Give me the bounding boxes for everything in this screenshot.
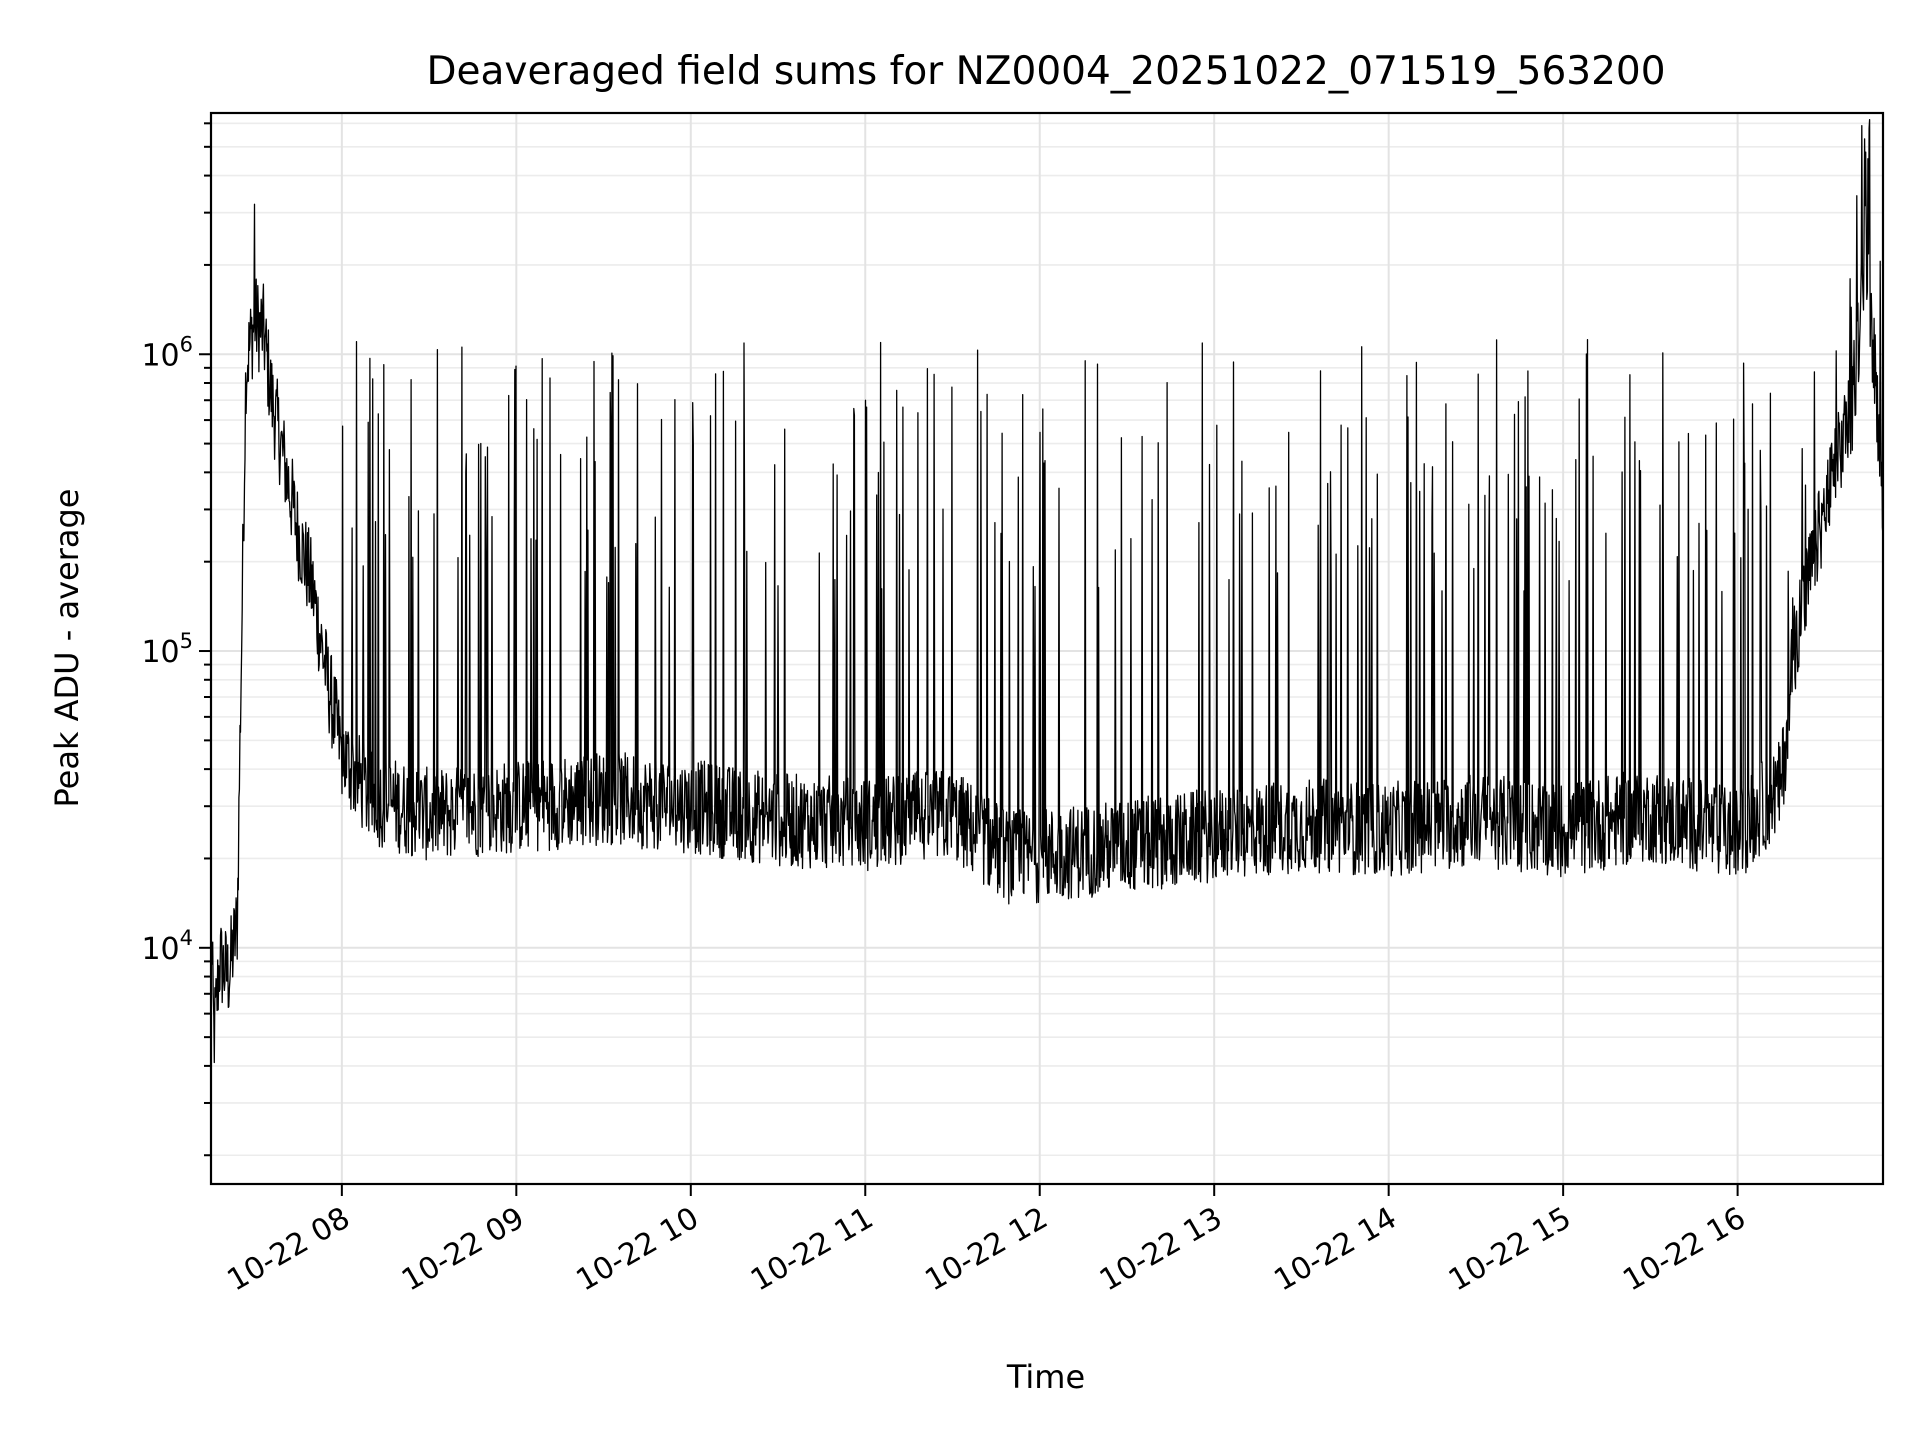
x-tick-label: 10-22 13 (1094, 1201, 1228, 1299)
x-tick-label: 10-22 09 (396, 1201, 530, 1299)
plot-frame (209, 111, 1885, 1186)
grid (211, 113, 1883, 1184)
x-tick-label: 10-22 15 (1443, 1201, 1577, 1299)
x-tick-label: 10-22 10 (570, 1201, 704, 1299)
y-tick-label: 104 (141, 926, 193, 967)
y-axis: 104 105 106 (141, 122, 211, 1157)
chart-title: Deaveraged field sums for NZ0004_2025102… (426, 49, 1665, 94)
y-axis-label: Peak ADU - average (48, 489, 86, 808)
x-tick-label: 10-22 11 (745, 1201, 879, 1299)
x-axis: 10-22 08 10-22 09 10-22 10 10-22 11 10-22 12… (222, 1184, 1752, 1298)
x-tick-label: 10-22 14 (1268, 1201, 1402, 1299)
series-line (210, 118, 1884, 1064)
x-tick-label: 10-22 08 (222, 1201, 356, 1299)
y-tick-label: 106 (141, 332, 193, 373)
x-tick-label: 10-22 12 (919, 1201, 1053, 1299)
y-tick-label: 105 (141, 629, 193, 670)
series-layer (210, 118, 1884, 1064)
x-axis-label: Time (1006, 1358, 1085, 1396)
x-tick-label: 10-22 16 (1617, 1201, 1751, 1299)
